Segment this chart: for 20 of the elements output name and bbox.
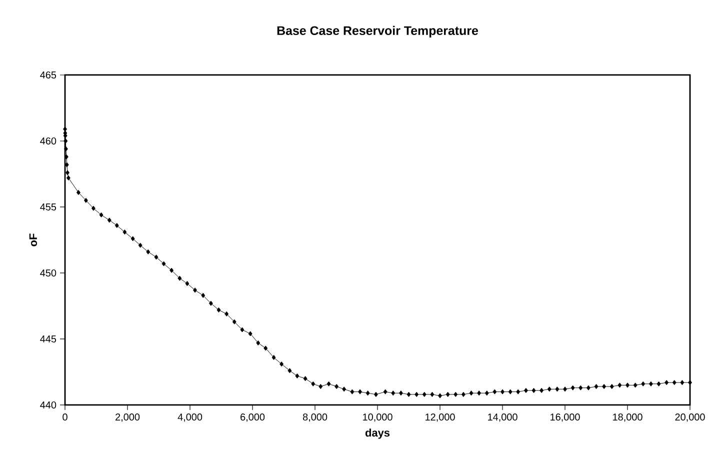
x-tick-label: 10,000 [363, 414, 392, 422]
y-axis-title: oF [29, 234, 38, 246]
y-tick-label: 450 [40, 269, 56, 277]
x-axis-title: days [365, 428, 390, 439]
x-tick-label: 4,000 [178, 414, 202, 422]
y-tick-label: 440 [40, 401, 56, 409]
chart-title: Base Case Reservoir Temperature [277, 26, 478, 38]
y-tick-label: 465 [40, 71, 56, 79]
x-tick-label: 16,000 [550, 414, 580, 422]
x-tick-label: 6,000 [240, 414, 265, 422]
y-tick-label: 455 [40, 204, 56, 210]
x-tick-label: 8,000 [302, 414, 328, 422]
x-tick-label: 14,000 [488, 414, 518, 422]
x-tick-label: 2,000 [116, 414, 140, 422]
x-tick-label: 12,000 [426, 414, 455, 422]
x-tick-label: 18,000 [613, 414, 642, 422]
y-tick-label: 460 [40, 137, 56, 145]
y-tick-label: 445 [40, 336, 56, 342]
x-tick-label: 20,000 [675, 414, 705, 422]
x-tick-label: 0 [62, 414, 68, 421]
